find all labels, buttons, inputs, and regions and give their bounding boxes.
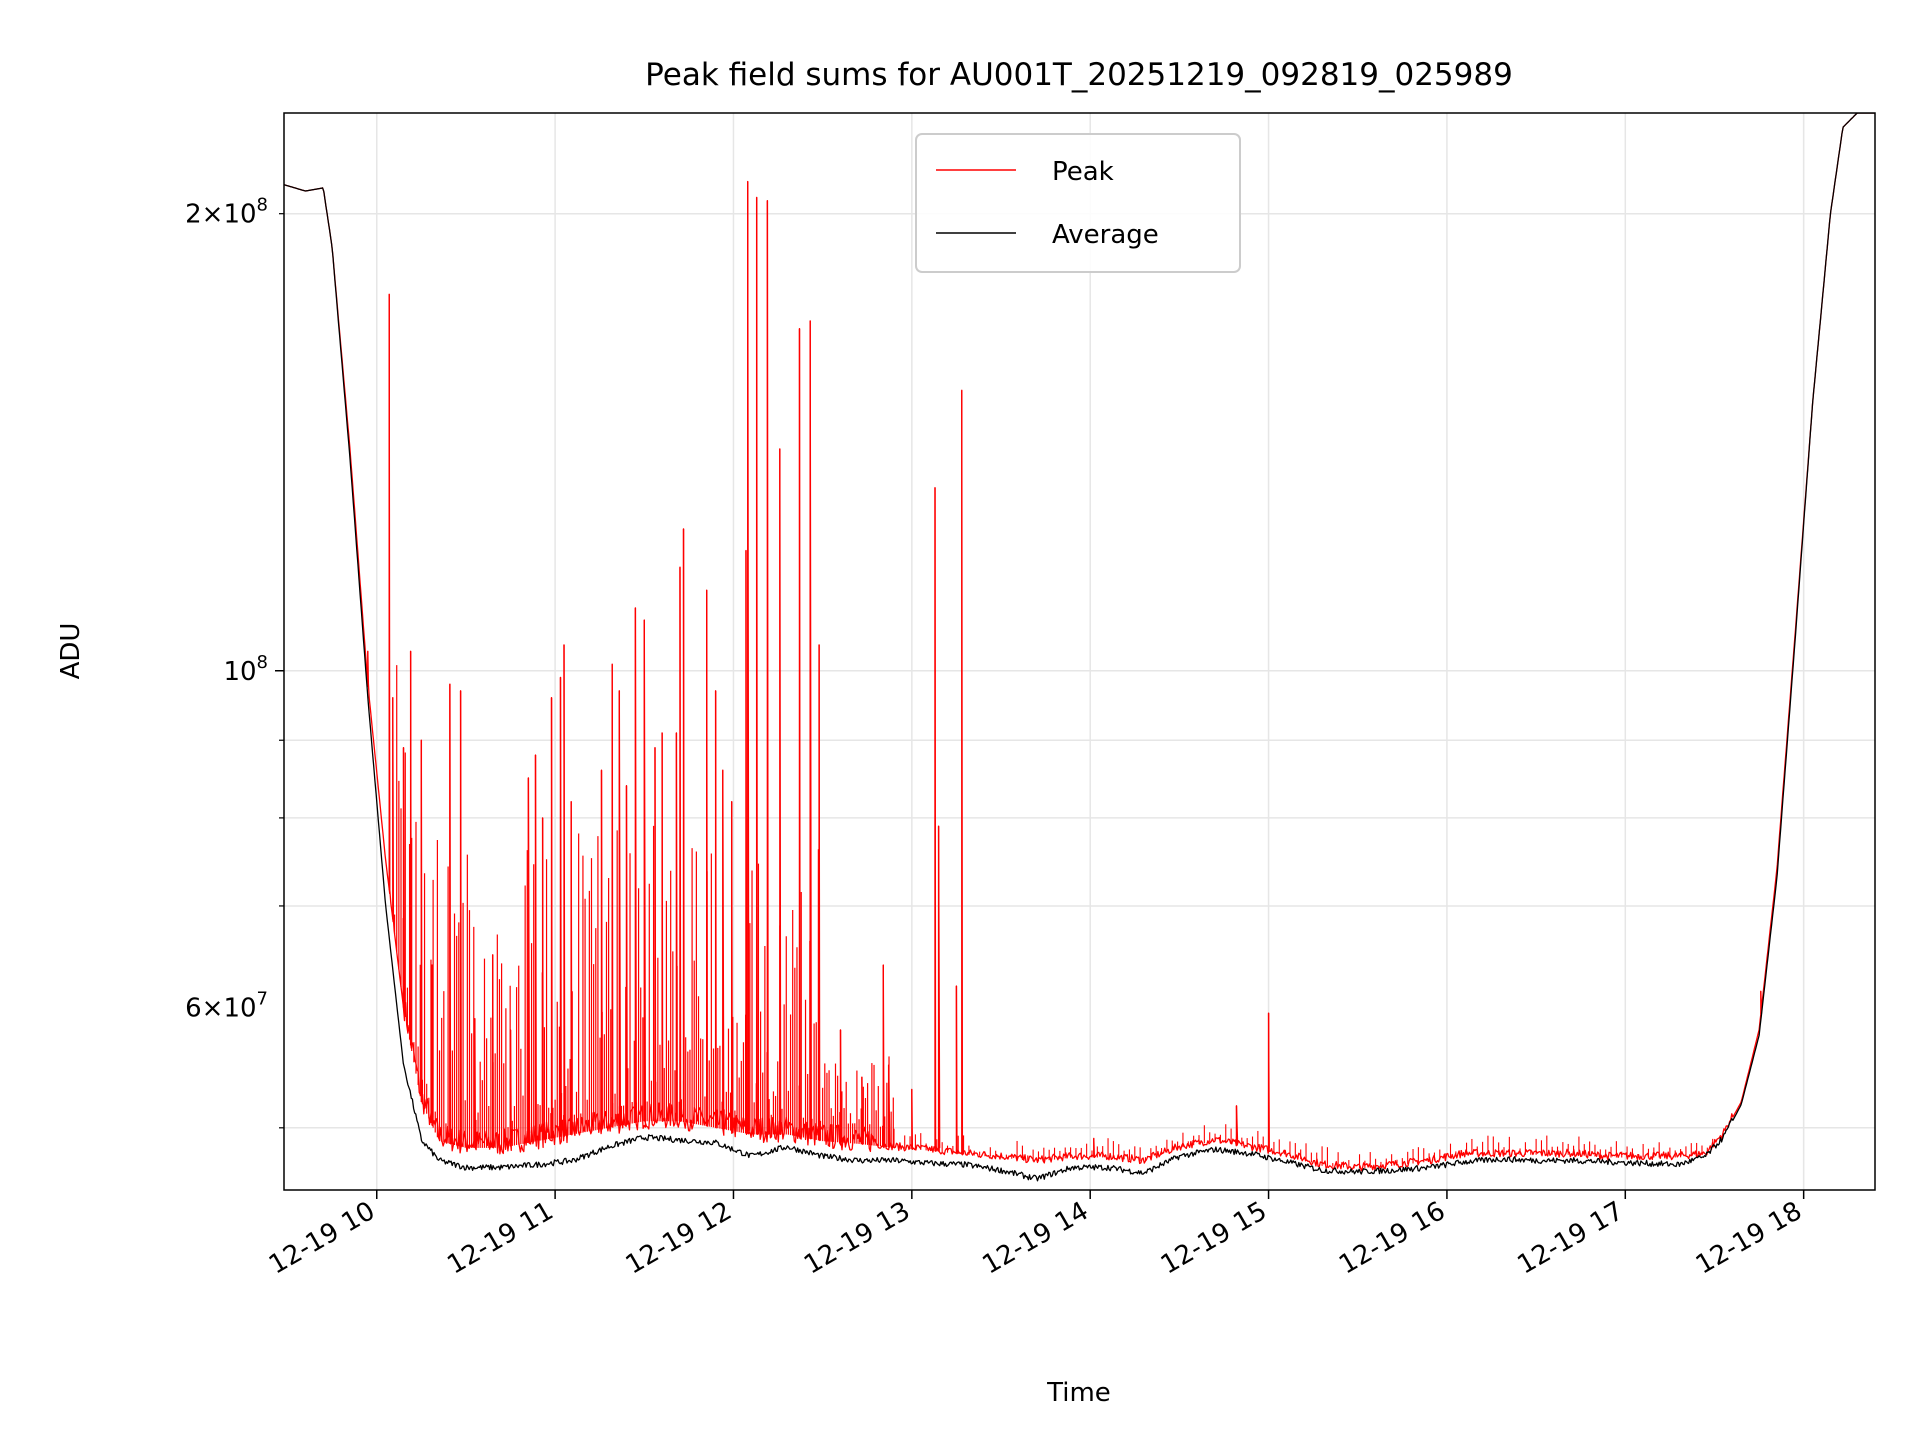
y-tick-label: 2×108	[185, 195, 268, 230]
y-tick-label: 6×107	[185, 989, 268, 1024]
series-clipped	[284, 113, 1875, 1182]
chart-title: Peak field sums for AU001T_20251219_0928…	[645, 57, 1513, 93]
series-average	[284, 113, 1875, 1182]
legend: Peak Average	[915, 133, 1241, 273]
y-axis-label: ADU	[56, 623, 86, 680]
legend-average-label: Average	[1052, 220, 1159, 250]
x-axis-label: Time	[1046, 1378, 1111, 1408]
series-layer	[284, 113, 1875, 1182]
legend-peak-label: Peak	[1052, 157, 1114, 187]
average-line	[284, 113, 1875, 1182]
legend-box	[915, 133, 1241, 273]
plot-frame	[283, 112, 1876, 1191]
peak-line	[284, 113, 1875, 1172]
series-peak	[284, 113, 1875, 1172]
y-axis: 108 2×108 6×107	[185, 195, 284, 1129]
y-tick-label: 108	[223, 652, 268, 687]
